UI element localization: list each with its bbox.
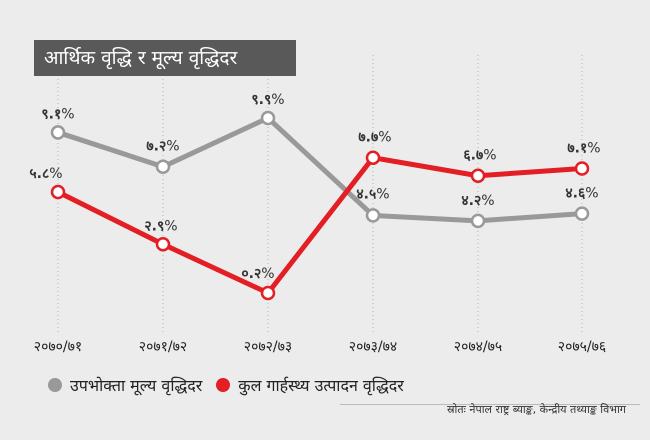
data-label: ६.७%: [463, 148, 496, 164]
data-label: ४.५%: [356, 186, 389, 202]
data-point: [155, 237, 171, 252]
x-tick-label: २०७३/७४: [349, 339, 397, 355]
data-label: ४.६%: [565, 186, 598, 202]
series-line-1: [55, 155, 585, 296]
series-line-0: [55, 115, 585, 224]
data-point: [574, 161, 590, 176]
source-note: स्रोतः नेपाल राष्ट्र ब्याङ्क, केन्द्रीय …: [446, 403, 626, 416]
data-point: [470, 213, 486, 229]
data-label: ४.२%: [461, 193, 494, 209]
x-tick-label: २०७५/७६: [558, 339, 606, 355]
legend-marker-red: [216, 378, 231, 392]
data-point: [574, 206, 590, 221]
data-label: २.९%: [144, 218, 177, 234]
source-divider: [340, 404, 640, 405]
legend-label-inflation: उपभोक्ता मूल्य वृद्धिदर: [70, 376, 203, 395]
x-tick-label: २०७४/७५: [454, 339, 502, 355]
data-label: ९.१%: [41, 106, 74, 122]
data-point: [50, 184, 66, 200]
chart-title: आर्थिक वृद्धि र मूल्य वृद्धिदर: [34, 40, 296, 76]
data-point: [365, 150, 381, 165]
data-label: ०.२%: [241, 266, 274, 282]
data-point: [260, 110, 276, 126]
data-label: ७.२%: [146, 139, 179, 155]
data-label: ९.९%: [251, 92, 284, 108]
x-tick-label: २०७०/७१: [34, 339, 82, 355]
legend-item-inflation: उपभोक्ता मूल्य वृद्धिदर: [48, 374, 202, 396]
legend-marker-gray: [48, 378, 62, 392]
data-label: ७.१%: [567, 141, 600, 157]
data-label: ५.८%: [29, 166, 62, 182]
legend-item-gdp: कुल गार्हस्थ्य उत्पादन वृद्धिदर: [216, 374, 404, 396]
data-point: [470, 168, 486, 183]
data-point: [50, 125, 66, 140]
x-tick-label: २०७१/७२: [139, 339, 187, 355]
chart-legend: उपभोक्ता मूल्य वृद्धिदर कुल गार्हस्थ्य उ…: [48, 374, 418, 396]
data-label: ७.७%: [358, 130, 391, 146]
data-point: [260, 285, 276, 301]
legend-label-gdp: कुल गार्हस्थ्य उत्पादन वृद्धिदर: [238, 376, 404, 395]
data-point: [365, 208, 381, 223]
x-tick-label: २०७२/७३: [244, 339, 292, 355]
data-point: [155, 159, 171, 174]
